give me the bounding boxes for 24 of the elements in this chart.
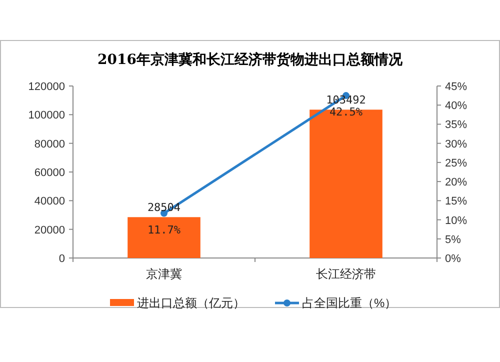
y2-tick-label: 45% (445, 81, 468, 93)
y2-tick-label: 15% (445, 196, 468, 208)
y-tick-label: 40000 (34, 196, 65, 208)
y2-tick-label: 35% (445, 119, 468, 132)
y2-tick-label: 5% (445, 234, 462, 246)
y2-tick-label: 10% (445, 214, 468, 227)
x-tick-label: 长江经济带 (316, 267, 376, 281)
y2-tick-label: 30% (445, 138, 468, 150)
y2-tick-label: 25% (445, 157, 468, 170)
chart-title: 2016年京津冀和长江经济带货物进出口总额情况 (98, 51, 404, 68)
y2-tick-label: 40% (445, 100, 468, 112)
y-tick-label: 20000 (34, 224, 65, 236)
data-label: 42.5% (329, 106, 363, 119)
y-tick-label: 120000 (28, 81, 65, 93)
data-label: 11.7% (147, 223, 181, 236)
y-tick-label: 80000 (34, 138, 65, 150)
y-tick-label: 100000 (28, 110, 65, 122)
legend-label: 占全国比重（%） (302, 296, 397, 310)
y-tick-label: 60000 (34, 167, 65, 179)
y-tick-label: 0 (58, 253, 65, 265)
y2-tick-label: 20% (445, 176, 468, 189)
legend-label: 进出口总额（亿元） (137, 296, 245, 310)
y2-tick-label: 0% (445, 253, 462, 265)
x-tick-label: 京津冀 (146, 267, 182, 281)
